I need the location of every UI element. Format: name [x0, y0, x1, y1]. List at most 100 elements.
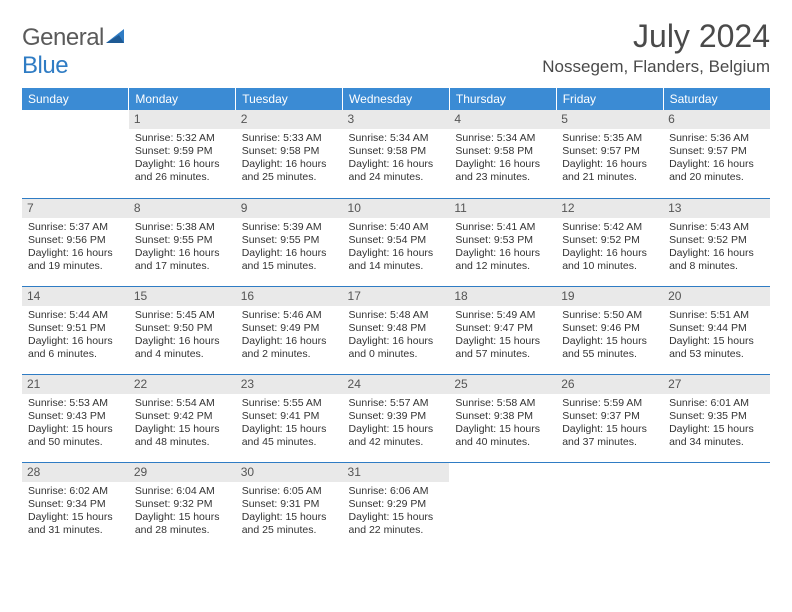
- calendar-cell: 20 Sunrise: 5:51 AMSunset: 9:44 PMDayligh…: [663, 286, 770, 374]
- sunrise-line: Sunrise: 5:43 AM: [669, 221, 749, 233]
- daylight-line: Daylight: 16 hours and 24 minutes.: [349, 158, 434, 183]
- calendar-row: 14Sunrise: 5:44 AMSunset: 9:51 PMDayligh…: [22, 286, 770, 374]
- daylight-line: Daylight: 16 hours and 10 minutes.: [562, 247, 647, 272]
- sunset-line: Sunset: 9:42 PM: [135, 410, 213, 422]
- day-info: Sunrise: 6:06 AMSunset: 9:29 PMDaylight:…: [347, 485, 446, 538]
- calendar-cell: 9 Sunrise: 5:39 AMSunset: 9:55 PMDaylight…: [236, 198, 343, 286]
- daylight-line: Daylight: 15 hours and 34 minutes.: [669, 423, 754, 448]
- sunrise-line: Sunrise: 5:51 AM: [669, 309, 749, 321]
- sunrise-line: Sunrise: 5:39 AM: [242, 221, 322, 233]
- calendar-cell: 26Sunrise: 5:59 AMSunset: 9:37 PMDayligh…: [556, 374, 663, 462]
- day-info: Sunrise: 6:04 AMSunset: 9:32 PMDaylight:…: [133, 485, 232, 538]
- daylight-line: Daylight: 15 hours and 22 minutes.: [349, 511, 434, 536]
- day-info: Sunrise: 5:54 AMSunset: 9:42 PMDaylight:…: [133, 397, 232, 450]
- sunrise-line: Sunrise: 5:57 AM: [349, 397, 429, 409]
- sunrise-line: Sunrise: 5:35 AM: [562, 132, 642, 144]
- day-info: Sunrise: 5:45 AMSunset: 9:50 PMDaylight:…: [133, 309, 232, 362]
- sunrise-line: Sunrise: 5:55 AM: [242, 397, 322, 409]
- calendar-cell: 22Sunrise: 5:54 AMSunset: 9:42 PMDayligh…: [129, 374, 236, 462]
- day-info: Sunrise: 5:34 AMSunset: 9:58 PMDaylight:…: [453, 132, 552, 185]
- day-number: 4: [449, 110, 556, 129]
- sunset-line: Sunset: 9:55 PM: [242, 234, 320, 246]
- weekday-header: Monday: [129, 88, 236, 110]
- daylight-line: Daylight: 15 hours and 25 minutes.: [242, 511, 327, 536]
- day-info: Sunrise: 5:51 AMSunset: 9:44 PMDaylight:…: [667, 309, 766, 362]
- day-number: 20: [663, 287, 770, 306]
- calendar-row: 28Sunrise: 6:02 AMSunset: 9:34 PMDayligh…: [22, 462, 770, 550]
- calendar-cell: 23Sunrise: 5:55 AMSunset: 9:41 PMDayligh…: [236, 374, 343, 462]
- weekday-header: Friday: [556, 88, 663, 110]
- sunrise-line: Sunrise: 6:05 AM: [242, 485, 322, 497]
- calendar-cell: 10Sunrise: 5:40 AMSunset: 9:54 PMDayligh…: [343, 198, 450, 286]
- sunset-line: Sunset: 9:31 PM: [242, 498, 320, 510]
- day-number: 19: [556, 287, 663, 306]
- day-number: 9: [236, 199, 343, 218]
- day-info: Sunrise: 5:53 AMSunset: 9:43 PMDaylight:…: [26, 397, 125, 450]
- weekday-header: Saturday: [663, 88, 770, 110]
- sunset-line: Sunset: 9:54 PM: [349, 234, 427, 246]
- calendar-row: 7Sunrise: 5:37 AMSunset: 9:56 PMDaylight…: [22, 198, 770, 286]
- day-info: Sunrise: 6:05 AMSunset: 9:31 PMDaylight:…: [240, 485, 339, 538]
- calendar-cell: 28Sunrise: 6:02 AMSunset: 9:34 PMDayligh…: [22, 462, 129, 550]
- sunset-line: Sunset: 9:57 PM: [562, 145, 640, 157]
- day-info: Sunrise: 6:01 AMSunset: 9:35 PMDaylight:…: [667, 397, 766, 450]
- daylight-line: Daylight: 15 hours and 48 minutes.: [135, 423, 220, 448]
- sunrise-line: Sunrise: 5:33 AM: [242, 132, 322, 144]
- calendar-cell: 21 Sunrise: 5:53 AMSunset: 9:43 PMDayligh…: [22, 374, 129, 462]
- sunrise-line: Sunrise: 5:46 AM: [242, 309, 322, 321]
- sunset-line: Sunset: 9:38 PM: [455, 410, 533, 422]
- title-block: July 2024 Nossegem, Flanders, Belgium: [542, 18, 770, 77]
- month-title: July 2024: [542, 18, 770, 55]
- calendar-cell: [449, 462, 556, 550]
- day-info: Sunrise: 5:44 AMSunset: 9:51 PMDaylight:…: [26, 309, 125, 362]
- sunset-line: Sunset: 9:53 PM: [455, 234, 533, 246]
- calendar-cell: 4 Sunrise: 5:34 AMSunset: 9:58 PMDaylight…: [449, 110, 556, 198]
- day-info: Sunrise: 5:41 AMSunset: 9:53 PMDaylight:…: [453, 221, 552, 274]
- day-info: Sunrise: 5:59 AMSunset: 9:37 PMDaylight:…: [560, 397, 659, 450]
- day-number: 25: [449, 375, 556, 394]
- sunset-line: Sunset: 9:46 PM: [562, 322, 640, 334]
- sunrise-line: Sunrise: 5:44 AM: [28, 309, 108, 321]
- weekday-header: Thursday: [449, 88, 556, 110]
- day-info: Sunrise: 5:38 AMSunset: 9:55 PMDaylight:…: [133, 221, 232, 274]
- day-number: 1: [129, 110, 236, 129]
- day-number: 15: [129, 287, 236, 306]
- calendar-cell: [663, 462, 770, 550]
- day-info: Sunrise: 6:02 AMSunset: 9:34 PMDaylight:…: [26, 485, 125, 538]
- calendar-cell: 19Sunrise: 5:50 AMSunset: 9:46 PMDayligh…: [556, 286, 663, 374]
- daylight-line: Daylight: 16 hours and 14 minutes.: [349, 247, 434, 272]
- calendar-cell: 25Sunrise: 5:58 AMSunset: 9:38 PMDayligh…: [449, 374, 556, 462]
- calendar-cell: 17Sunrise: 5:48 AMSunset: 9:48 PMDayligh…: [343, 286, 450, 374]
- logo-text-blue: Blue: [22, 52, 68, 79]
- calendar-cell: 14Sunrise: 5:44 AMSunset: 9:51 PMDayligh…: [22, 286, 129, 374]
- day-info: Sunrise: 5:55 AMSunset: 9:41 PMDaylight:…: [240, 397, 339, 450]
- sunrise-line: Sunrise: 6:06 AM: [349, 485, 429, 497]
- calendar-head: SundayMondayTuesdayWednesdayThursdayFrid…: [22, 88, 770, 110]
- day-info: Sunrise: 5:33 AMSunset: 9:58 PMDaylight:…: [240, 132, 339, 185]
- calendar-cell: 11Sunrise: 5:41 AMSunset: 9:53 PMDayligh…: [449, 198, 556, 286]
- sunset-line: Sunset: 9:55 PM: [135, 234, 213, 246]
- sunrise-line: Sunrise: 5:37 AM: [28, 221, 108, 233]
- sunrise-line: Sunrise: 6:01 AM: [669, 397, 749, 409]
- sunset-line: Sunset: 9:39 PM: [349, 410, 427, 422]
- daylight-line: Daylight: 15 hours and 28 minutes.: [135, 511, 220, 536]
- day-info: Sunrise: 5:35 AMSunset: 9:57 PMDaylight:…: [560, 132, 659, 185]
- weekday-header: Wednesday: [343, 88, 450, 110]
- sunset-line: Sunset: 9:37 PM: [562, 410, 640, 422]
- calendar-body: 1Sunrise: 5:32 AMSunset: 9:59 PMDaylight…: [22, 110, 770, 550]
- day-info: Sunrise: 5:34 AMSunset: 9:58 PMDaylight:…: [347, 132, 446, 185]
- day-info: Sunrise: 5:57 AMSunset: 9:39 PMDaylight:…: [347, 397, 446, 450]
- sunset-line: Sunset: 9:43 PM: [28, 410, 106, 422]
- daylight-line: Daylight: 15 hours and 31 minutes.: [28, 511, 113, 536]
- sunset-line: Sunset: 9:58 PM: [242, 145, 320, 157]
- day-number: 8: [129, 199, 236, 218]
- sunset-line: Sunset: 9:44 PM: [669, 322, 747, 334]
- daylight-line: Daylight: 16 hours and 8 minutes.: [669, 247, 754, 272]
- sunrise-line: Sunrise: 5:41 AM: [455, 221, 535, 233]
- day-number: 7: [22, 199, 129, 218]
- header: General Blue July 2024 Nossegem, Flander…: [22, 18, 770, 80]
- daylight-line: Daylight: 16 hours and 15 minutes.: [242, 247, 327, 272]
- daylight-line: Daylight: 16 hours and 2 minutes.: [242, 335, 327, 360]
- day-number: 21: [22, 375, 129, 394]
- daylight-line: Daylight: 15 hours and 42 minutes.: [349, 423, 434, 448]
